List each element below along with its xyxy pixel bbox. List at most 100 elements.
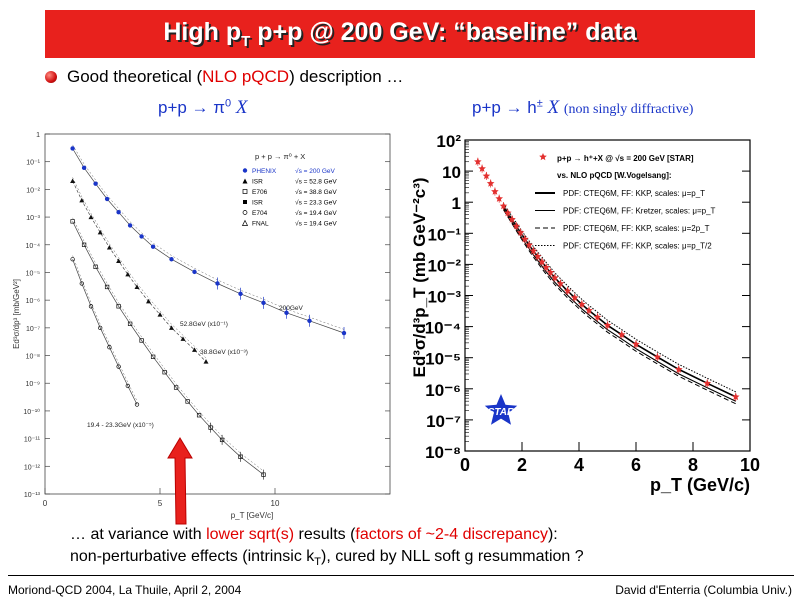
note-text: … at variance with [70, 526, 207, 543]
legend-symbol [242, 178, 248, 184]
y-tick-label: 10⁻¹⁰ [23, 408, 40, 416]
legend-energy: √s = 52.8 GeV [295, 178, 337, 186]
data-point [533, 252, 542, 260]
nlo-curve [503, 203, 737, 393]
curve-annotation: 200GeV [279, 305, 304, 312]
y-tick-label: 10⁻⁴ [26, 243, 41, 250]
theory-curve [72, 180, 207, 362]
y-tick-label: 10 [442, 163, 461, 182]
theory-curve-alt [72, 177, 207, 359]
legend-energy: √s = 19.4 GeV [295, 209, 337, 217]
y-tick-label: 10⁻³ [26, 215, 40, 222]
legend-symbol [241, 219, 249, 226]
data-point [185, 399, 190, 404]
x-tick-label: 6 [631, 455, 641, 475]
footer-divider [8, 575, 794, 576]
data-point [79, 281, 84, 286]
data-point [127, 223, 133, 228]
discrepancy-note: … at variance with lower sqrt(s) results… [70, 526, 558, 544]
y-axis-label: Ed³σ/dp³ [mb/GeV²] [12, 279, 21, 349]
legend-entry: PDF: CTEQ6M, FF: KKP, scales: μ=2p_T [563, 224, 710, 233]
note-text: ): [547, 526, 558, 543]
data-point [474, 157, 482, 165]
footer-author: David d'Enterria (Columbia Univ.) [615, 583, 792, 597]
y-tick-label: 10⁻² [26, 187, 40, 194]
data-point [134, 284, 140, 289]
data-point [88, 304, 94, 309]
y-tick-label: 10⁻¹¹ [24, 437, 41, 444]
note-text: results ( [294, 526, 356, 543]
x-tick-label: 4 [574, 455, 584, 475]
star-hadron-chart: 10² 10 1 10⁻¹ 10⁻² 10⁻³ 10⁻⁴ 10⁻⁵ 10⁻⁶ 10⁻⁷ 10⁻⁸0 2… [410, 132, 760, 495]
data-point [491, 187, 499, 195]
y-tick-label: 1 [452, 194, 461, 213]
slide-title: High pT p+p @ 200 GeV: “baseline” data [163, 18, 636, 50]
legend-header: p + p → π⁰ + X [255, 152, 305, 161]
legend-energy: √s = 19.4 GeV [295, 220, 337, 228]
legend-entry: PDF: CTEQ6M, FF: KKP, scales: μ=p_T [563, 189, 705, 198]
y-tick-label: 10⁻⁶ [26, 298, 40, 305]
data-point [731, 392, 740, 401]
footer-conference: Moriond-QCD 2004, La Thuile, April 2, 20… [8, 583, 242, 597]
y-tick-label: 10⁻³ [427, 288, 461, 307]
left-plot-label: p+p → π0 X [158, 97, 247, 119]
data-point [521, 235, 529, 243]
y-tick-label: 10⁻¹ [26, 160, 40, 167]
data-point [146, 298, 151, 304]
intro-text: ) description … [289, 67, 404, 86]
data-point [134, 402, 140, 407]
data-point [551, 273, 559, 282]
data-point [127, 321, 133, 326]
theory-curve-alt [72, 255, 138, 402]
data-point [203, 359, 209, 364]
y-tick-label: 10⁻² [427, 256, 461, 275]
note-subscript: T [314, 556, 321, 569]
legend-experiment: E704 [252, 210, 268, 217]
data-point [538, 257, 546, 266]
data-point [578, 300, 586, 308]
curve-annotation: 19.4 - 23.3GeV (x10⁻⁵) [87, 422, 154, 429]
data-point [125, 271, 131, 277]
theory-curve-alt [72, 217, 264, 472]
title-bar: High pT p+p @ 200 GeV: “baseline” data [45, 10, 755, 58]
data-point [478, 164, 486, 172]
data-point [116, 304, 121, 309]
y-tick-label: 10⁻¹³ [24, 492, 41, 499]
y-axis-label: Ed³σ/d³p_T (mb GeV⁻²c³) [410, 177, 429, 377]
legend-symbol [242, 189, 248, 194]
data-point [107, 345, 112, 350]
data-point [482, 171, 491, 180]
legend-symbol [243, 200, 247, 204]
plot-frame [464, 139, 751, 452]
title-part: p+p @ 200 GeV: “baseline” data [250, 18, 637, 46]
legend-entry: vs. NLO pQCD [W.Vogelsang]: [557, 171, 672, 180]
data-point [674, 365, 683, 373]
x-axis-label: p_T (GeV/c) [650, 475, 750, 495]
data-point [104, 284, 110, 290]
y-tick-label: 10⁻¹² [24, 464, 41, 471]
red-arrow-icon [167, 437, 193, 525]
x-tick-label: 0 [460, 455, 470, 475]
legend-experiment: FNAL [252, 221, 269, 228]
data-point [173, 385, 179, 390]
pi0-spectra-chart: 1 10⁻¹ 10⁻² 10⁻³ 10⁻⁴ 10⁻⁵ 10⁻⁶ 10⁻⁷ 10⁻⁸ 10⁻⁹ 10⁻… [12, 132, 391, 520]
y-tick-label: 10⁻¹ [427, 225, 461, 244]
data-point [139, 338, 144, 343]
data-point [499, 202, 508, 210]
intro-text: Good theoretical ( [67, 67, 203, 86]
y-tick-label: 10⁻⁵ [425, 350, 461, 369]
label-note: (non singly diffractive) [563, 102, 694, 117]
bullet-icon [45, 71, 57, 83]
legend-energy: √s = 200 GeV [295, 167, 336, 175]
data-point [79, 197, 85, 203]
data-point [70, 178, 76, 184]
label-x: X [547, 97, 560, 118]
x-tick-label: 5 [158, 499, 163, 508]
y-tick-label: 10⁻⁸ [425, 443, 461, 462]
data-point [106, 244, 112, 250]
data-point [486, 179, 495, 187]
data-point [98, 325, 103, 330]
data-point [150, 244, 156, 249]
note-text: ), cured by NLL soft g resummation ? [321, 548, 584, 565]
data-point [70, 146, 75, 151]
